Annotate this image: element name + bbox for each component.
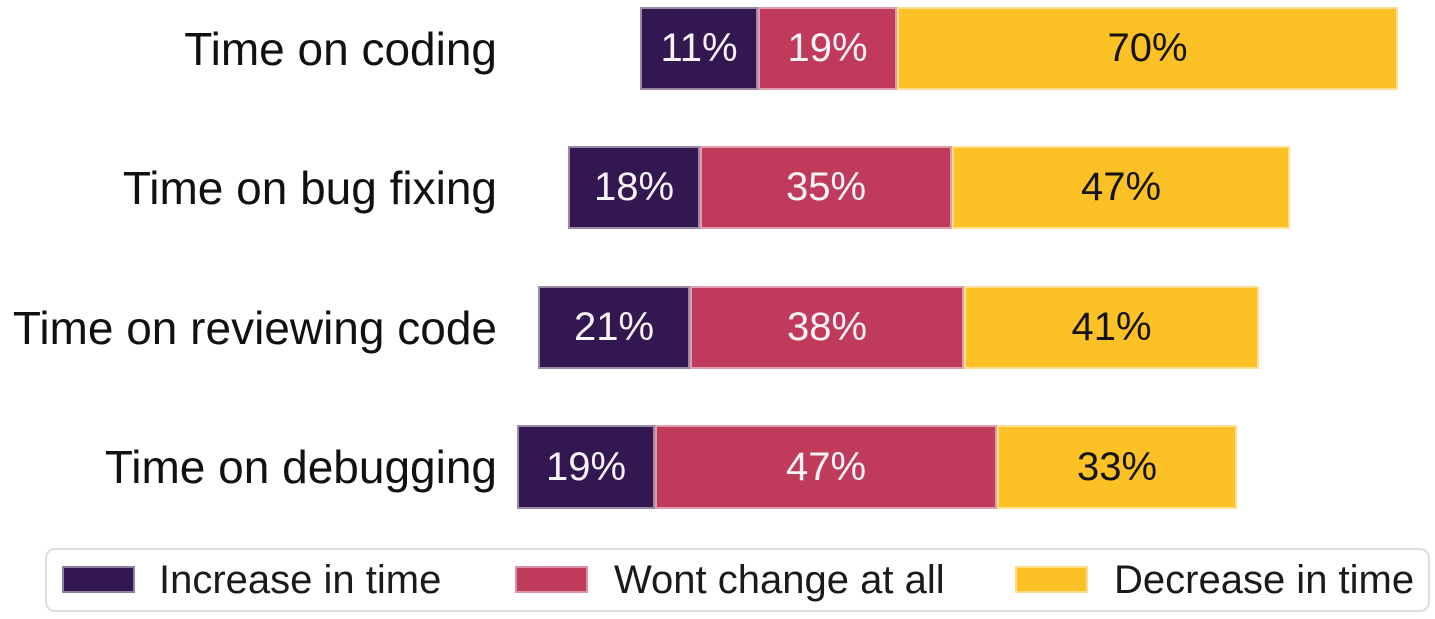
legend-swatch-increase xyxy=(62,566,135,593)
legend-swatch-no-change xyxy=(515,566,588,593)
bar-segment-decrease: 70% xyxy=(897,7,1398,90)
bar-segment-increase: 18% xyxy=(568,146,700,229)
category-label: Time on reviewing code xyxy=(12,301,497,354)
bar-segment-no-change: 35% xyxy=(700,146,952,229)
legend-label-no-change: Wont change at all xyxy=(614,557,945,602)
category-label: Time on debugging xyxy=(104,441,497,493)
bar-segment-increase: 11% xyxy=(640,7,758,90)
bar-segment-no-change: 19% xyxy=(758,7,897,90)
legend-label-decrease: Decrease in time xyxy=(1114,557,1415,602)
bar-segment-decrease: 41% xyxy=(964,286,1259,369)
bar-segment-increase: 19% xyxy=(517,425,655,509)
bar-segment-no-change: 38% xyxy=(690,286,964,369)
legend-label-increase: Increase in time xyxy=(159,557,442,602)
bar-segment-increase: 21% xyxy=(538,286,690,369)
category-label: Time on coding xyxy=(184,22,497,75)
bar-segment-no-change: 47% xyxy=(655,425,997,509)
category-label: Time on bug fixing xyxy=(122,161,497,214)
bar-segment-decrease: 47% xyxy=(952,146,1290,229)
chart-legend: Increase in time Wont change at all Decr… xyxy=(45,548,1430,612)
bar-segment-decrease: 33% xyxy=(997,425,1237,509)
legend-swatch-decrease xyxy=(1015,566,1088,593)
